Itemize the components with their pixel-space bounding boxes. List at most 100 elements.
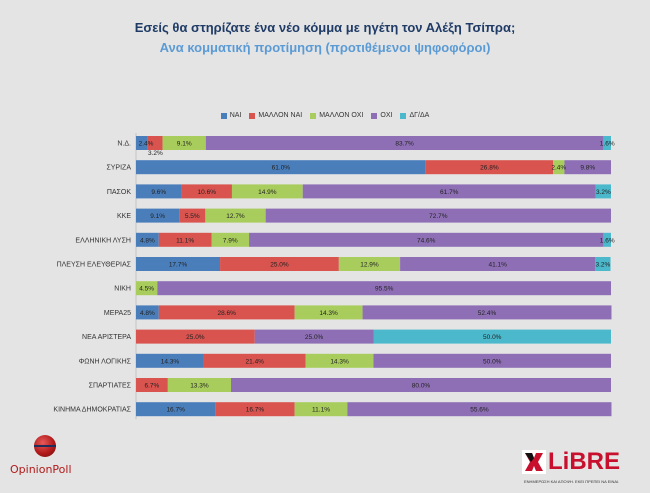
legend-label: ΜΑΛΛΟΝ ΝΑΙ	[258, 112, 303, 119]
legend-label: ΝΑΙ	[229, 112, 242, 119]
bar-segment	[136, 281, 158, 296]
legend-swatch	[371, 112, 378, 119]
legend-swatch	[249, 112, 256, 119]
data-label: 41.1%	[488, 262, 507, 269]
bar-segment	[205, 136, 604, 150]
data-label: 5.5%	[185, 213, 200, 220]
data-label: 16.7%	[166, 407, 185, 414]
bar-segment	[305, 353, 374, 368]
data-label: 9.1%	[150, 213, 165, 220]
legend-swatch	[310, 112, 317, 119]
bar-segment	[136, 160, 426, 175]
bar-segment	[136, 257, 221, 271]
data-label: 52.4%	[478, 310, 497, 317]
bar-segment	[338, 257, 401, 271]
category-label: ΠΛΕΥΣΗ ΕΛΕΥΘΕΡΙΑΣ	[57, 262, 132, 269]
legend-item-mallon-nai: ΜΑΛΛΟΝ ΝΑΙ	[249, 112, 302, 119]
category-label: ΣΠΑΡΤΙΑΤΕΣ	[89, 383, 132, 390]
legend-swatch	[400, 112, 407, 119]
bar-segment	[302, 184, 596, 199]
bar-segment	[254, 329, 374, 344]
data-label: 11.1%	[312, 407, 330, 414]
data-label: 61.7%	[440, 189, 459, 196]
chart-subtitle: Ανα κομματική προτίμηση (προτιθέμενοι ψη…	[159, 40, 491, 55]
data-label: 4.8%	[140, 237, 155, 244]
data-label: 9.6%	[151, 189, 166, 196]
bar-segment	[136, 378, 168, 392]
chart-legend: ΝΑΙ ΜΑΛΛΟΝ ΝΑΙ ΜΑΛΛΟΝ ΟΧΙ ΟΧΙ ΔΓ/ΔΑ	[0, 112, 650, 119]
data-label: 13.3%	[190, 383, 209, 390]
data-label: 2.4%	[139, 141, 154, 148]
data-label: 80.0%	[412, 383, 431, 390]
data-label: 6.7%	[144, 383, 159, 390]
data-label: 72.7%	[429, 213, 448, 220]
bar-segment	[136, 329, 255, 344]
legend-label: ΜΑΛΛΟΝ ΟΧΙ	[319, 112, 364, 119]
data-label: 21.4%	[246, 358, 265, 365]
bar-segment	[294, 305, 363, 320]
bar-segment	[147, 136, 163, 150]
data-label: 4.8%	[140, 310, 155, 317]
data-label: 50.0%	[483, 358, 502, 365]
data-label: 83.7%	[395, 141, 414, 148]
bar-segment	[265, 208, 611, 223]
bar-segment	[136, 305, 159, 320]
category-label: ΣΥΡΙΖΑ	[106, 165, 131, 172]
bar-segment	[373, 353, 611, 368]
libre-logo-text: LiBRE	[548, 448, 620, 475]
bar-segment	[603, 232, 611, 247]
legend-item-oxi: ΟΧΙ	[371, 112, 392, 119]
legend-item-nai: ΝΑΙ	[220, 112, 242, 119]
data-label: 3.2%	[596, 262, 611, 269]
category-label: ΝΕΑ ΑΡΙΣΤΕΡΑ	[82, 334, 131, 341]
data-label: 3.2%	[596, 189, 611, 196]
opinionpoll-logo: OpinionPoll	[10, 435, 100, 485]
opinionpoll-globe-icon	[34, 435, 56, 457]
category-label: ΦΩΝΗ ΛΟΓΙΚΗΣ	[79, 358, 132, 365]
data-label: 2.4%	[551, 165, 566, 172]
data-label: 61.0%	[272, 165, 291, 172]
data-label: 55.6%	[470, 407, 489, 414]
category-label: Ν.Δ.	[117, 141, 131, 148]
bar-segment	[425, 160, 554, 175]
legend-label: ΟΧΙ	[380, 112, 393, 119]
category-label: ΜΕΡΑ25	[104, 310, 131, 317]
bar-segment	[220, 257, 339, 271]
bar-segment	[136, 232, 159, 247]
bar-segment	[136, 136, 148, 150]
bar-segment	[167, 378, 231, 392]
legend-label: ΔΓ/ΔΑ	[409, 112, 430, 119]
bar-segment	[231, 378, 611, 392]
data-label: 14.3%	[319, 310, 338, 317]
data-label: 74.6%	[417, 237, 436, 244]
data-label: 25.0%	[186, 334, 205, 341]
opinionpoll-logo-text: OpinionPoll	[10, 463, 72, 476]
category-label: ΚΙΝΗΜΑ ΔΗΜΟΚΡΑΤΙΑΣ	[53, 407, 131, 414]
data-label: 1.6%	[600, 237, 615, 244]
bar-segment	[179, 208, 206, 223]
data-label: 17.7%	[169, 262, 188, 269]
data-label: 14.3%	[330, 358, 349, 365]
bar-segment	[181, 184, 232, 199]
bar-segment	[362, 305, 612, 320]
bar-segment	[595, 257, 611, 271]
bar-segment	[595, 184, 611, 199]
legend-item-mallon-oxi: ΜΑΛΛΟΝ ΟΧΙ	[310, 112, 363, 119]
bar-segment	[162, 136, 206, 150]
data-label: 50.0%	[483, 334, 502, 341]
legend-item-dg-da: ΔΓ/ΔΑ	[400, 112, 429, 119]
data-label: 26.8%	[480, 165, 499, 172]
data-label: 4.5%	[139, 286, 154, 293]
bar-segment	[203, 353, 306, 368]
libre-x-icon	[522, 450, 546, 474]
bar-segment	[553, 160, 565, 175]
data-label: 25.0%	[270, 262, 289, 269]
data-label: 12.7%	[226, 213, 245, 220]
bar-segment	[205, 208, 266, 223]
bar-segment	[215, 402, 295, 417]
bar-segment	[158, 232, 212, 247]
data-label: 16.7%	[246, 407, 265, 414]
data-label: 11.1%	[176, 237, 194, 244]
bar-segment	[136, 184, 182, 199]
